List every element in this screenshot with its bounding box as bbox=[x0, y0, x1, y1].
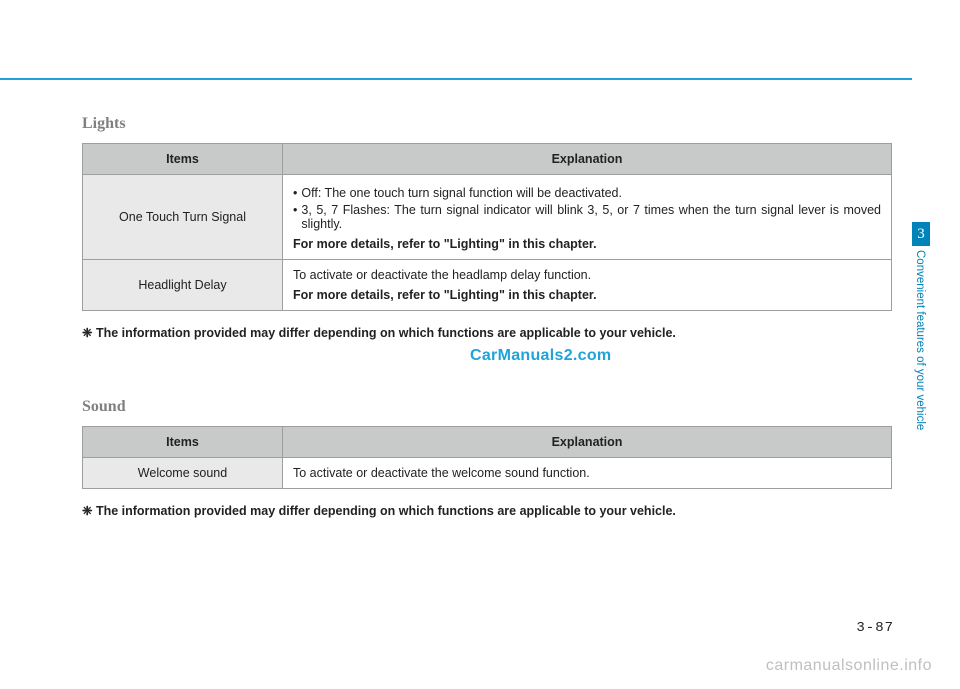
asterisk-icon: ❈ bbox=[82, 504, 96, 518]
table-row: Welcome sound To activate or deactivate … bbox=[83, 458, 892, 489]
bullet-icon: • bbox=[293, 203, 301, 231]
explanation-cell: To activate or deactivate the welcome so… bbox=[283, 458, 892, 489]
row-footer: For more details, refer to "Lighting" in… bbox=[293, 237, 881, 251]
content-area: Lights Items Explanation One Touch Turn … bbox=[82, 115, 892, 518]
bullet-text: 3, 5, 7 Flashes: The turn signal indicat… bbox=[301, 203, 881, 231]
chapter-tab: 3 bbox=[912, 222, 930, 246]
note-text: The information provided may differ depe… bbox=[96, 326, 676, 340]
bullet-item: • Off: The one touch turn signal functio… bbox=[293, 186, 881, 200]
col-items: Items bbox=[83, 144, 283, 175]
table-row: Headlight Delay To activate or deactivat… bbox=[83, 260, 892, 311]
explanation-cell: To activate or deactivate the headlamp d… bbox=[283, 260, 892, 311]
asterisk-icon: ❈ bbox=[82, 326, 96, 340]
table-row: One Touch Turn Signal • Off: The one tou… bbox=[83, 175, 892, 260]
item-cell: Welcome sound bbox=[83, 458, 283, 489]
table-header-row: Items Explanation bbox=[83, 144, 892, 175]
bullet-text: Off: The one touch turn signal function … bbox=[301, 186, 881, 200]
section-title-lights: Lights bbox=[82, 115, 892, 133]
col-explanation: Explanation bbox=[283, 427, 892, 458]
bullet-icon: • bbox=[293, 186, 301, 200]
item-cell: One Touch Turn Signal bbox=[83, 175, 283, 260]
sound-table: Items Explanation Welcome sound To activ… bbox=[82, 426, 892, 489]
lights-note: ❈ The information provided may differ de… bbox=[82, 325, 892, 340]
bullet-item: • 3, 5, 7 Flashes: The turn signal indic… bbox=[293, 203, 881, 231]
footer-watermark: carmanualsonline.info bbox=[766, 657, 932, 675]
top-rule bbox=[0, 78, 912, 80]
watermark-carmanuals2: CarManuals2.com bbox=[470, 347, 611, 365]
section-title-sound: Sound bbox=[82, 398, 892, 416]
col-items: Items bbox=[83, 427, 283, 458]
page-number: 3-87 bbox=[856, 620, 894, 636]
chapter-label-container: Convenient features of your vehicle bbox=[912, 250, 930, 500]
explanation-cell: • Off: The one touch turn signal functio… bbox=[283, 175, 892, 260]
row-text: To activate or deactivate the welcome so… bbox=[293, 466, 881, 480]
note-text: The information provided may differ depe… bbox=[96, 504, 676, 518]
lights-table: Items Explanation One Touch Turn Signal … bbox=[82, 143, 892, 311]
table-header-row: Items Explanation bbox=[83, 427, 892, 458]
item-cell: Headlight Delay bbox=[83, 260, 283, 311]
col-explanation: Explanation bbox=[283, 144, 892, 175]
sound-note: ❈ The information provided may differ de… bbox=[82, 503, 892, 518]
chapter-label: Convenient features of your vehicle bbox=[914, 250, 926, 430]
page: Lights Items Explanation One Touch Turn … bbox=[0, 0, 960, 689]
row-text: To activate or deactivate the headlamp d… bbox=[293, 268, 881, 282]
row-footer: For more details, refer to "Lighting" in… bbox=[293, 288, 881, 302]
